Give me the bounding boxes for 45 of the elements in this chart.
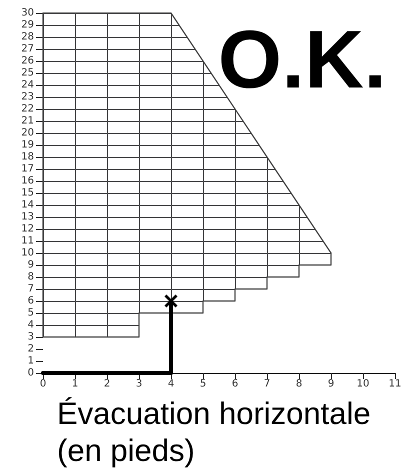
y-tick-label: 24 <box>21 80 34 90</box>
y-tick-label: 13 <box>21 212 34 222</box>
x-tick-label: 1 <box>72 378 78 390</box>
y-tick-label: 21 <box>21 116 34 126</box>
y-tick-label: 30 <box>21 8 34 18</box>
y-tick-label: 14 <box>21 200 34 210</box>
y-tick-label: 0 <box>28 368 34 378</box>
y-tick-label: 19 <box>21 140 34 150</box>
x-tick-label: 0 <box>40 378 46 390</box>
x-tick-label: 8 <box>296 378 302 390</box>
x-tick-label: 6 <box>232 378 238 390</box>
y-tick-label: 16 <box>21 176 34 186</box>
y-tick-label: 26 <box>21 56 34 66</box>
y-tick-label: 7 <box>28 284 34 294</box>
x-tick-label: 10 <box>356 378 370 390</box>
y-tick-label: 10 <box>21 248 34 258</box>
x-tick-label: 9 <box>328 378 334 390</box>
y-tick-label: 18 <box>21 152 34 162</box>
y-tick-label: 9 <box>28 260 34 270</box>
x-axis-title: Évacuation horizontale (en pieds) <box>57 396 380 468</box>
y-tick-label: 5 <box>28 308 34 318</box>
x-tick-label: 3 <box>136 378 142 390</box>
x-tick-label: 7 <box>264 378 270 390</box>
x-tick-label: 11 <box>388 378 402 390</box>
x-tick-label: 5 <box>200 378 206 390</box>
y-tick-label: 23 <box>21 92 34 102</box>
annotation: O.K. <box>218 14 387 106</box>
y-tick-label: 6 <box>28 296 34 306</box>
y-tick-label: 20 <box>21 128 34 138</box>
y-tick-label: 27 <box>21 44 34 54</box>
y-tick-label: 25 <box>21 68 34 78</box>
y-tick-label: 2 <box>28 344 34 354</box>
y-tick-label: 11 <box>21 236 34 246</box>
x-tick-label: 2 <box>104 378 110 390</box>
y-tick-label: 3 <box>28 332 34 342</box>
y-tick-label: 17 <box>21 164 34 174</box>
y-tick-label: 29 <box>21 20 34 30</box>
y-tick-label: 1 <box>28 356 34 366</box>
y-tick-label: 15 <box>21 188 34 198</box>
x-tick-label: 4 <box>168 378 174 390</box>
y-tick-label: 8 <box>28 272 34 282</box>
y-tick-label: 12 <box>21 224 34 234</box>
y-tick-label: 22 <box>21 104 34 114</box>
y-tick-label: 28 <box>21 32 34 42</box>
y-tick-label: 4 <box>28 320 34 330</box>
